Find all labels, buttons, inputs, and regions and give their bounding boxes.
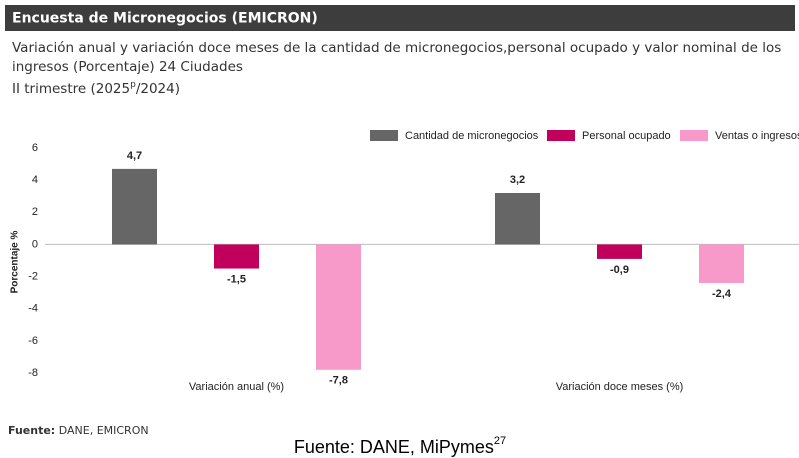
subtitle-part: /2024): [136, 81, 180, 97]
header-bar: [5, 5, 795, 31]
caption-text: Fuente: DANE, MiPymes: [294, 437, 494, 457]
x-tick-label: Variación doce meses (%): [556, 381, 684, 393]
value-label: -0,9: [610, 264, 629, 276]
caption-sup: 27: [494, 435, 506, 447]
value-label: -2,4: [712, 288, 732, 300]
y-tick-label: 4: [32, 174, 38, 186]
header: Encuesta de Micronegocios (EMICRON): [12, 11, 318, 27]
value-label: -7,8: [329, 375, 348, 387]
y-tick-label: 6: [32, 142, 38, 154]
value-label: 3,2: [510, 174, 525, 186]
legend-label: Personal ocupado: [582, 130, 671, 142]
chart-title: Variación anual y variación doce meses d…: [12, 40, 781, 56]
y-tick-label: 0: [32, 238, 38, 250]
y-tick-label: -8: [28, 367, 38, 379]
caption: Fuente: DANE, MiPymes27: [294, 435, 506, 457]
value-label: 4,7: [127, 150, 142, 162]
y-tick-label: 2: [32, 206, 38, 218]
legend-label: Cantidad de micronegocios: [405, 130, 539, 142]
legend-swatch: [370, 130, 398, 141]
bar: [699, 244, 744, 283]
source: Fuente: DANE, EMICRON: [8, 424, 149, 437]
legend-swatch: [547, 130, 575, 141]
chart-subtitle: II trimestre (2025p/2024): [12, 80, 180, 98]
source-text: DANE, EMICRON: [59, 424, 149, 437]
subtitle-sup: p: [130, 80, 136, 90]
bar: [316, 244, 361, 370]
legend-swatch: [680, 130, 708, 141]
bar: [495, 193, 540, 245]
y-axis-label: Porcentaje %: [10, 230, 21, 293]
y-tick-label: -6: [28, 335, 38, 347]
bar: [112, 168, 157, 245]
chart-title: ingresos (Porcentaje) 24 Ciudades: [12, 59, 243, 75]
y-tick-label: -2: [28, 270, 38, 282]
subtitle-part: II trimestre (2025: [12, 81, 130, 97]
x-tick-label: Variación anual (%): [189, 381, 284, 393]
bar: [214, 244, 259, 269]
y-tick-label: -4: [28, 303, 38, 315]
value-label: -1,5: [227, 273, 246, 285]
bar: [597, 244, 642, 259]
source-label: Fuente:: [8, 424, 55, 437]
legend-label: Ventas o ingresos: [715, 130, 799, 142]
